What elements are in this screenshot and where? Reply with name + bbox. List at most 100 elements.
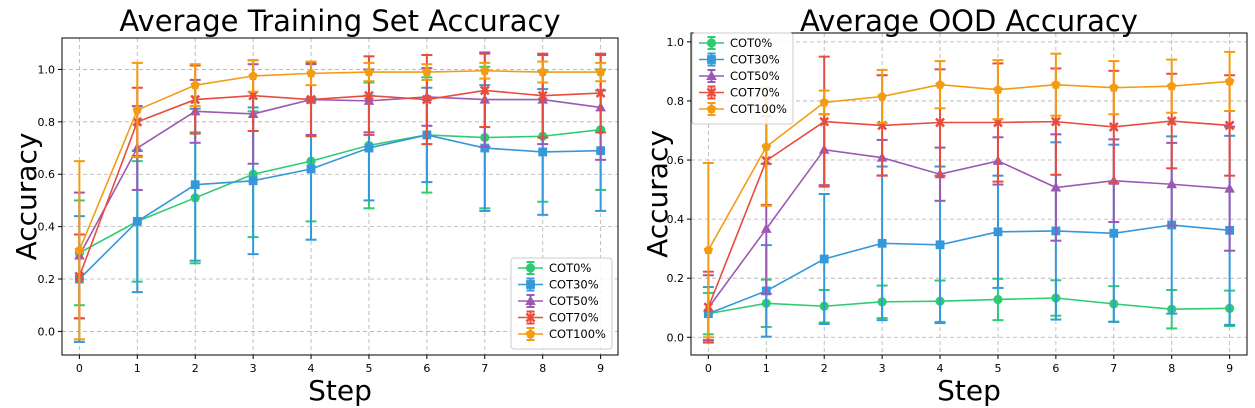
data-point	[190, 80, 200, 90]
legend-item-cot0: COT0%	[518, 261, 591, 275]
panel-1-plot-frame	[61, 37, 619, 356]
panel-2-series-cot30	[702, 134, 1236, 342]
data-point	[935, 240, 945, 250]
panel-1-series-cot100	[73, 59, 607, 341]
y-tick-label: 0.8	[667, 95, 685, 108]
data-point	[703, 245, 714, 255]
x-tick-label: 4	[937, 362, 944, 375]
data-point	[935, 117, 945, 128]
data-point	[74, 245, 85, 255]
panel-2-series-cot0	[702, 277, 1236, 336]
data-point	[306, 68, 316, 78]
x-tick-label: 6	[423, 362, 430, 375]
series-line	[707, 120, 1230, 308]
x-tick-label: 5	[365, 362, 372, 375]
panel-1-x-axis-label: Step	[308, 374, 372, 407]
legend-box	[691, 32, 794, 125]
legend-label: COT30%	[730, 53, 780, 67]
x-tick-label: 2	[192, 362, 199, 375]
data-point	[364, 90, 374, 101]
x-tick-label: 7	[1110, 362, 1117, 375]
panel-1-y-axis-label: Accuracy	[10, 133, 43, 261]
legend-marker	[525, 312, 536, 323]
series-line	[78, 134, 601, 280]
data-point	[1224, 76, 1235, 86]
series-line	[708, 224, 1230, 315]
data-point	[306, 164, 316, 174]
y-tick-label: 0.8	[38, 116, 56, 129]
x-tick-label: 8	[1168, 362, 1175, 375]
data-point	[364, 143, 374, 153]
data-point	[248, 90, 259, 101]
data-point	[819, 116, 830, 127]
ood-accuracy-chart: 0 1 2 3 4 5 6 7 8 9 0.0 0.2 0.4 0.6 0.8 1.0 Average OOD …	[641, 4, 1248, 407]
data-point	[1109, 82, 1119, 92]
series-line	[708, 297, 1230, 315]
legend-marker	[525, 329, 536, 339]
x-tick-label: 1	[134, 362, 141, 375]
legend-label: COT0%	[549, 261, 591, 275]
series-line	[78, 69, 601, 251]
panel-2-plot-frame	[690, 32, 1248, 356]
legend-item-cot100: COT100%	[699, 102, 787, 116]
data-point	[1108, 122, 1119, 132]
legend-label: COT0%	[730, 36, 772, 50]
data-point	[993, 294, 1003, 305]
legend-label: COT50%	[549, 294, 599, 308]
legend-marker	[525, 295, 536, 305]
y-tick-label: 0.6	[667, 154, 685, 167]
legend-label: COT70%	[730, 86, 780, 100]
y-tick-label: 1.0	[667, 36, 685, 49]
data-point	[993, 84, 1003, 94]
data-point	[537, 67, 548, 77]
legend-marker	[525, 263, 536, 273]
data-point	[132, 105, 143, 115]
legend-marker	[706, 104, 717, 114]
training-accuracy-chart: 0 1 2 3 4 5 6 7 8 9 0.0 0.2 0.4 0.6 0.8 1.0 Average Trai…	[10, 4, 619, 407]
legend-label: COT50%	[730, 69, 780, 83]
legend-item-cot50: COT50%	[699, 69, 780, 83]
y-tick-label: 0.0	[38, 325, 56, 338]
data-point	[364, 67, 374, 77]
panel-1-chart-title: Average Training Set Accuracy	[119, 4, 560, 38]
data-point	[760, 223, 772, 233]
panel-2-y-axis-label: Accuracy	[641, 130, 674, 258]
legend-label: COT100%	[730, 102, 787, 116]
series-line	[78, 128, 601, 254]
y-tick-label: 0.4	[38, 221, 56, 234]
x-tick-label: 9	[597, 362, 604, 375]
panel-2-chart-title: Average OOD Accuracy	[800, 4, 1138, 38]
panel-2-x-axis-label: Step	[937, 374, 1001, 407]
legend-label: COT30%	[549, 278, 599, 292]
legend-label: COT100%	[549, 327, 606, 341]
data-point	[1050, 181, 1062, 192]
series-line	[78, 96, 601, 256]
data-point	[248, 176, 258, 186]
x-tick-label: 3	[250, 362, 257, 375]
data-point	[190, 180, 200, 190]
data-point	[761, 141, 772, 151]
data-point	[1224, 183, 1235, 193]
x-tick-label: 0	[705, 362, 712, 375]
x-tick-label: 8	[539, 362, 546, 375]
data-point	[537, 90, 548, 101]
y-tick-label: 0.2	[38, 273, 56, 286]
data-point	[819, 97, 829, 107]
data-point	[1051, 79, 1061, 89]
y-tick-label: 0.4	[667, 213, 685, 226]
legend-item-cot30: COT30%	[518, 277, 599, 292]
x-tick-label: 0	[76, 362, 83, 375]
x-tick-label: 4	[308, 362, 315, 375]
legend-marker	[706, 87, 717, 98]
data-point	[1166, 81, 1177, 91]
legend-item-cot70: COT70%	[699, 85, 780, 100]
y-tick-label: 0.0	[667, 331, 685, 344]
data-point	[819, 254, 829, 264]
x-tick-label: 5	[994, 362, 1001, 375]
data-point	[248, 70, 258, 81]
data-point	[595, 88, 606, 98]
data-point	[595, 67, 606, 77]
data-point	[480, 143, 490, 153]
data-point	[538, 147, 548, 157]
